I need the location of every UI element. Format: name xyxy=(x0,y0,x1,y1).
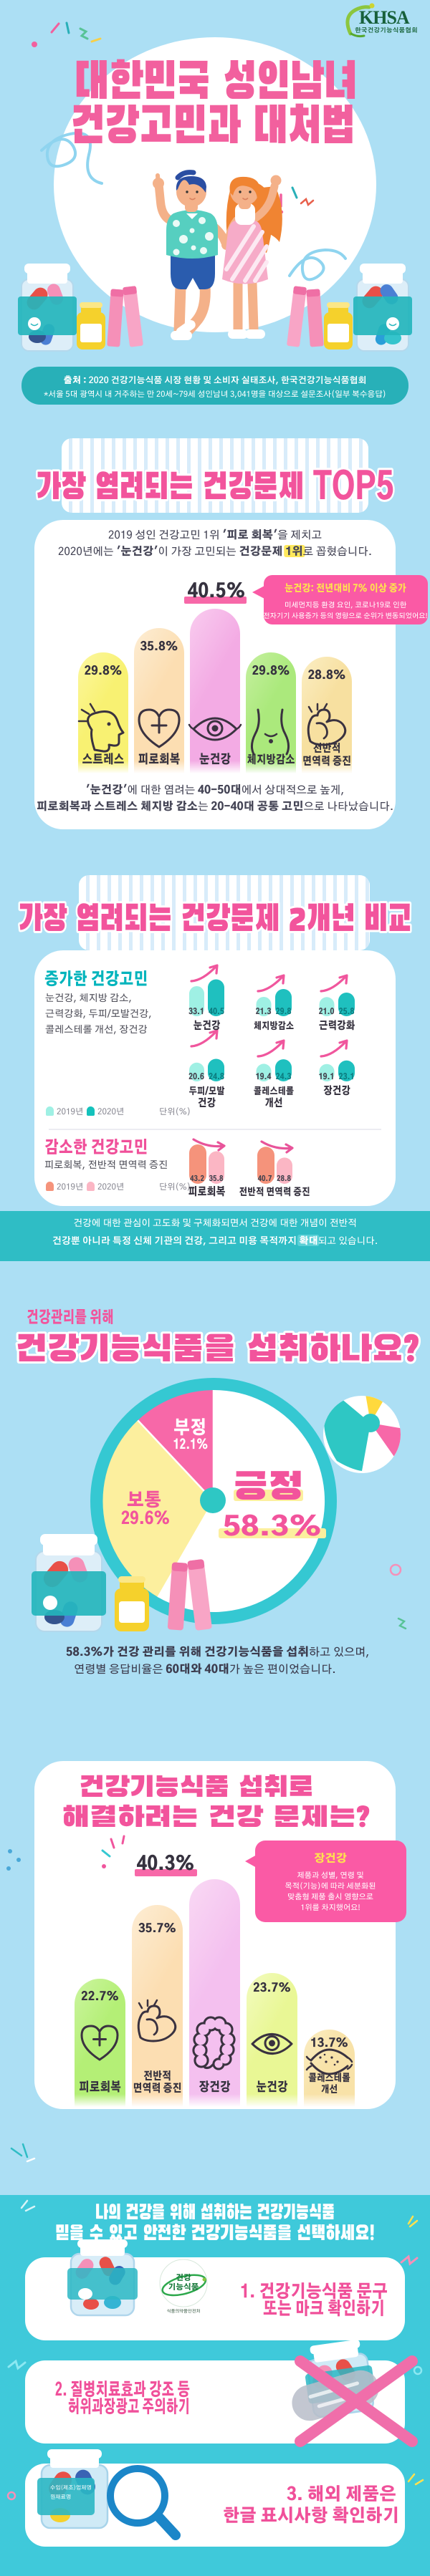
svg-text:KHSA: KHSA xyxy=(359,7,410,28)
